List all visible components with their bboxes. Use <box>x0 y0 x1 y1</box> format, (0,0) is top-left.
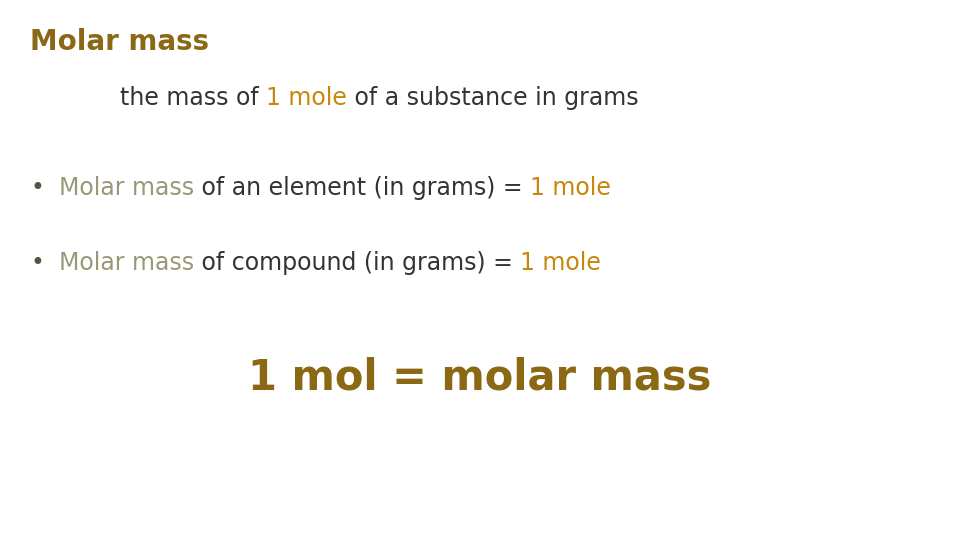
Text: 1 mole: 1 mole <box>520 251 601 275</box>
Text: of a substance in grams: of a substance in grams <box>348 86 638 110</box>
Text: Molar mass: Molar mass <box>30 28 209 56</box>
Text: of compound (in grams) =: of compound (in grams) = <box>194 251 520 275</box>
Text: of an element (in grams) =: of an element (in grams) = <box>194 176 530 200</box>
Text: Molar mass: Molar mass <box>44 251 194 275</box>
Text: •: • <box>30 176 44 200</box>
Text: 1 mol = molar mass: 1 mol = molar mass <box>249 357 711 399</box>
Text: •: • <box>30 251 44 275</box>
Text: 1 mole: 1 mole <box>266 86 348 110</box>
Text: 1 mole: 1 mole <box>530 176 611 200</box>
Text: Molar mass: Molar mass <box>44 176 194 200</box>
Text: the mass of: the mass of <box>120 86 266 110</box>
